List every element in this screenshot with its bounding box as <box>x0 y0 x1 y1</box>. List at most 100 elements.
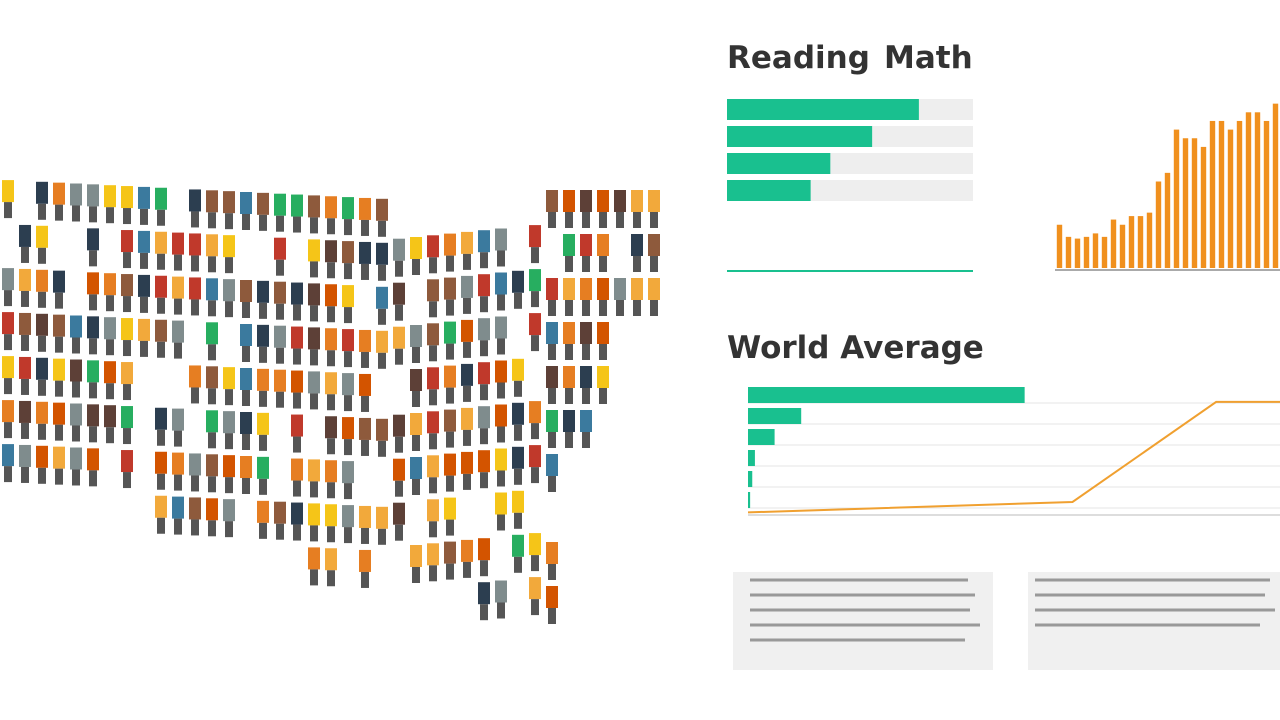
person-legs <box>344 263 352 280</box>
person <box>257 500 269 523</box>
person <box>308 283 320 306</box>
person-legs <box>191 519 199 536</box>
person <box>444 409 456 432</box>
person <box>444 497 456 520</box>
person <box>478 274 490 297</box>
person <box>2 268 14 291</box>
person <box>291 414 303 437</box>
person-legs <box>4 378 12 395</box>
person-legs <box>191 387 199 404</box>
person-legs <box>429 477 437 494</box>
person <box>274 193 286 216</box>
person-legs <box>89 206 97 223</box>
person <box>308 459 320 482</box>
person-legs <box>633 212 641 228</box>
person <box>461 407 473 430</box>
person <box>223 455 235 478</box>
person <box>36 225 48 248</box>
person <box>240 192 252 214</box>
bar <box>1110 219 1117 268</box>
person <box>155 495 167 518</box>
person <box>104 317 116 340</box>
person <box>206 278 218 301</box>
person <box>325 328 337 351</box>
person-legs <box>242 434 250 450</box>
person <box>172 408 184 431</box>
person-legs <box>157 341 165 358</box>
person <box>308 195 320 218</box>
person <box>597 234 609 256</box>
person-legs <box>412 567 420 583</box>
person-legs <box>293 436 301 453</box>
person <box>393 414 405 437</box>
person <box>325 196 337 219</box>
person <box>546 454 558 476</box>
person-legs <box>55 468 63 485</box>
person-legs <box>293 216 301 233</box>
person-legs <box>123 208 131 225</box>
person <box>529 445 541 468</box>
person-legs <box>89 426 97 443</box>
person-legs <box>361 351 369 368</box>
person-legs <box>72 469 80 486</box>
person-legs <box>378 264 386 281</box>
person-legs <box>242 302 250 318</box>
bar <box>727 99 919 120</box>
person-legs <box>106 295 114 312</box>
person <box>597 190 609 212</box>
person-legs <box>599 212 607 228</box>
person <box>461 319 473 342</box>
person-legs <box>242 478 250 494</box>
person-legs <box>55 380 63 397</box>
person <box>138 186 150 209</box>
bar <box>1092 233 1099 268</box>
person <box>461 275 473 298</box>
person <box>257 412 269 435</box>
person-legs <box>548 344 556 360</box>
person <box>597 366 609 388</box>
person <box>529 225 541 248</box>
person-legs <box>480 340 488 357</box>
person-legs <box>480 252 488 269</box>
person <box>155 319 167 342</box>
person <box>529 313 541 336</box>
person <box>393 326 405 349</box>
person <box>512 270 524 293</box>
person-legs <box>497 602 505 619</box>
person <box>325 284 337 307</box>
person-legs <box>599 300 607 316</box>
bar <box>1056 224 1063 268</box>
bar <box>1137 216 1144 268</box>
person <box>342 285 354 308</box>
person-legs <box>72 425 80 442</box>
person <box>206 190 218 213</box>
person-legs <box>531 423 539 440</box>
person-legs <box>514 292 522 309</box>
person-legs <box>548 388 556 404</box>
person <box>325 504 337 527</box>
person <box>580 278 592 300</box>
person-legs <box>395 436 403 453</box>
person <box>563 278 575 300</box>
bar <box>1074 238 1081 268</box>
person-legs <box>480 428 488 445</box>
person-legs <box>650 212 658 228</box>
person <box>597 322 609 344</box>
person <box>104 185 116 208</box>
person-legs <box>310 261 318 278</box>
person <box>308 239 320 262</box>
bar <box>748 387 1025 403</box>
person-legs <box>327 570 335 587</box>
heading: World Average <box>727 330 984 366</box>
person <box>444 453 456 476</box>
person-legs <box>123 340 131 357</box>
bar <box>727 126 873 147</box>
person <box>308 547 320 570</box>
person-legs <box>395 348 403 365</box>
person <box>478 230 490 253</box>
person <box>546 586 558 608</box>
person-legs <box>259 214 267 231</box>
person <box>121 274 133 297</box>
person-legs <box>548 564 556 580</box>
